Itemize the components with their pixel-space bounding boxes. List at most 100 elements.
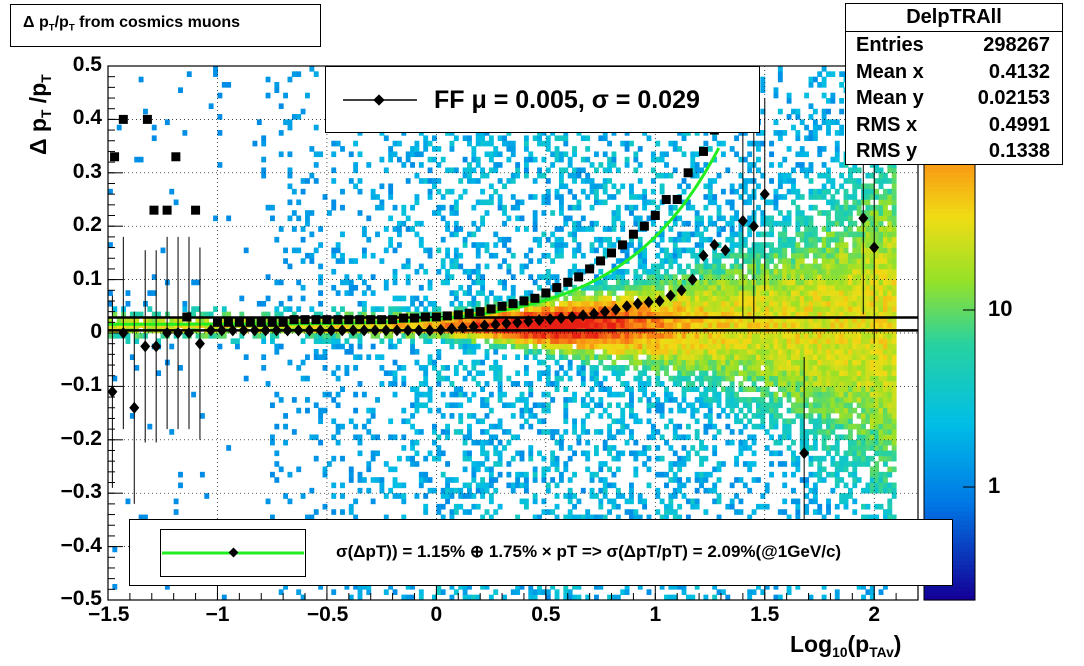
heatmap-cell xyxy=(108,290,113,296)
heatmap-cell xyxy=(681,493,687,499)
heatmap-cell xyxy=(764,487,770,494)
heatmap-cell xyxy=(615,594,621,601)
heatmap-cell xyxy=(795,210,801,216)
heatmap-cell xyxy=(270,402,275,409)
heatmap-cell xyxy=(453,322,459,328)
heatmap-cell xyxy=(799,322,805,328)
heatmap-cell xyxy=(602,183,608,190)
heatmap-cell xyxy=(646,365,652,371)
heatmap-cell xyxy=(804,493,810,499)
heatmap-cell xyxy=(467,231,472,238)
heatmap-cell xyxy=(458,252,464,259)
heatmap-cell xyxy=(637,316,643,323)
heatmap-cell xyxy=(410,333,415,339)
heatmap-cell xyxy=(646,359,652,366)
heatmap-cell xyxy=(405,279,411,286)
heatmap-cell xyxy=(594,167,599,174)
heatmap-cell xyxy=(791,295,796,302)
heatmap-cell xyxy=(804,322,810,328)
heatmap-cell xyxy=(523,322,529,328)
heatmap-cell xyxy=(760,354,766,360)
heatmap-cell xyxy=(313,455,319,462)
heatmap-cell xyxy=(528,589,534,595)
heatmap-cell xyxy=(440,333,446,339)
heatmap-cell xyxy=(690,370,696,377)
heatmap-cell xyxy=(760,375,766,382)
heatmap-cell xyxy=(685,183,691,190)
heatmap-cell xyxy=(769,381,775,387)
heatmap-cell xyxy=(462,589,468,595)
heatmap-cell xyxy=(467,274,472,280)
heatmap-cell xyxy=(677,215,683,222)
heatmap-cell xyxy=(804,295,810,302)
heatmap-cell xyxy=(677,311,683,318)
heatmap-cell xyxy=(598,429,604,435)
heatmap-cell xyxy=(707,487,713,494)
heatmap-cell xyxy=(274,316,280,323)
heatmap-cell xyxy=(672,594,678,601)
heatmap-cell xyxy=(742,349,748,355)
heatmap-cell xyxy=(567,231,573,238)
heatmap-cell xyxy=(449,402,455,409)
heatmap-cell xyxy=(572,172,577,179)
heatmap-cell xyxy=(799,146,805,152)
heatmap-cell xyxy=(769,434,775,441)
heatmap-cell xyxy=(497,461,503,467)
heatmap-cell xyxy=(331,418,337,425)
heatmap-cell xyxy=(624,354,630,360)
heatmap-cell xyxy=(510,274,516,280)
heatmap-cell xyxy=(668,172,674,179)
heatmap-cell xyxy=(795,498,801,505)
heatmap-cell xyxy=(707,413,713,419)
heatmap-cell xyxy=(672,215,678,222)
heatmap-cell xyxy=(432,359,437,366)
heatmap-cell xyxy=(401,594,407,601)
heatmap-cell xyxy=(388,306,394,312)
heatmap-cell xyxy=(510,333,516,339)
heatmap-cell xyxy=(410,151,415,158)
heatmap-cell xyxy=(532,594,538,601)
heatmap-cell xyxy=(335,365,341,371)
heatmap-cell xyxy=(357,343,363,350)
heatmap-cell xyxy=(401,418,407,425)
heatmap-cell xyxy=(712,316,718,323)
heatmap-cell xyxy=(668,418,674,425)
heatmap-cell xyxy=(720,338,726,344)
heatmap-cell xyxy=(777,594,783,601)
heatmap-cell xyxy=(550,455,556,462)
heatmap-cell xyxy=(322,194,328,200)
heatmap-cell xyxy=(401,263,407,270)
heatmap-cell xyxy=(760,300,766,307)
heatmap-cell xyxy=(734,343,739,350)
heatmap-cell xyxy=(493,146,499,152)
heatmap-cell xyxy=(563,300,569,307)
heatmap-cell xyxy=(401,445,407,451)
heatmap-cell xyxy=(672,434,678,441)
heatmap-cell xyxy=(322,503,328,510)
heatmap-cell xyxy=(392,493,398,499)
heatmap-cell xyxy=(134,338,140,344)
heatmap-cell xyxy=(777,258,783,264)
heatmap-cell xyxy=(716,381,722,387)
heatmap-cell xyxy=(773,311,779,318)
heatmap-cell xyxy=(436,354,442,360)
heatmap-cell xyxy=(777,130,783,136)
heatmap-cell xyxy=(703,300,709,307)
heatmap-cell xyxy=(602,252,608,259)
heatmap-cell xyxy=(423,455,429,462)
heatmap-cell xyxy=(475,263,481,270)
heatmap-cell xyxy=(725,354,731,360)
heatmap-cell xyxy=(532,343,538,350)
heatmap-cell xyxy=(598,354,604,360)
heatmap-cell xyxy=(519,423,525,430)
heatmap-cell xyxy=(786,359,792,366)
heatmap-cell xyxy=(344,338,350,344)
heatmap-cell xyxy=(720,311,726,318)
heatmap-cell xyxy=(804,306,810,312)
heatmap-cell xyxy=(742,199,748,206)
heatmap-cell xyxy=(624,279,630,286)
heatmap-cell xyxy=(795,130,801,136)
heatmap-cell xyxy=(751,423,757,430)
heatmap-cell xyxy=(633,322,639,328)
heatmap-cell xyxy=(637,306,643,312)
